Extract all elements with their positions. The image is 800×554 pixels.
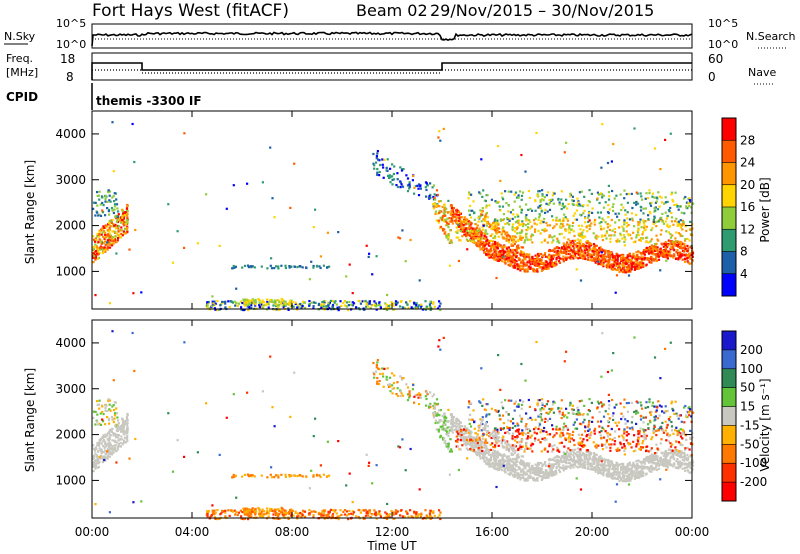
colorbar-tick-label: 50 xyxy=(740,381,755,395)
noise-panel: N.Sky 10^5 10^0 10^5 10^0 N.Search xyxy=(4,17,796,51)
colorbar-tick-label: 20 xyxy=(740,178,755,192)
range-tick-label: 1000 xyxy=(55,473,86,487)
freq-label: Freq. xyxy=(6,52,33,65)
velocity-data-cells xyxy=(92,330,695,521)
colorbar-swatch xyxy=(722,425,736,445)
colorbar-tick-label: 28 xyxy=(740,133,755,147)
colorbar-swatch xyxy=(722,387,736,408)
nave-tick-top: 60 xyxy=(708,52,723,66)
noise-right-tick-top: 10^5 xyxy=(708,17,738,30)
velocity-colorbar-label: Velocity [m s⁻¹] xyxy=(758,378,772,471)
time-tick-label: 00:00 xyxy=(75,525,110,539)
range-tick-label: 3000 xyxy=(55,173,86,187)
colorbar-tick-label: 24 xyxy=(740,156,755,170)
frequency-line xyxy=(91,62,692,80)
freq-unit-label: [MHz] xyxy=(6,66,38,79)
velocity-ylabel: Slant Range [km] xyxy=(23,368,37,472)
colorbar-swatch xyxy=(722,118,736,141)
noise-left-tick-bottom: 10^0 xyxy=(56,38,86,51)
noise-sky-label: N.Sky xyxy=(4,30,36,43)
time-tick-label: 12:00 xyxy=(375,525,410,539)
colorbar-tick-label: -50 xyxy=(740,437,760,451)
time-tick-label: 04:00 xyxy=(175,525,210,539)
colorbar-swatch xyxy=(722,184,736,208)
time-axis: 00:00 04:00 08:00 12:00 16:00 20:00 00:00 xyxy=(75,111,710,539)
nave-line xyxy=(92,69,692,74)
noise-search-label: N.Search xyxy=(746,30,796,43)
colorbar-swatch xyxy=(722,482,736,502)
noise-right-tick-bottom: 10^0 xyxy=(708,38,738,51)
range-tick-label: 4000 xyxy=(55,127,86,141)
colorbar-swatch xyxy=(722,162,736,186)
range-tick-label: 4000 xyxy=(55,336,86,350)
colorbar-tick-label: -15 xyxy=(740,418,760,432)
power-colorbar: 28 24 20 16 12 8 4 xyxy=(721,117,755,297)
colorbar-tick-label: 12 xyxy=(740,222,755,236)
colorbar-swatch xyxy=(722,140,736,163)
freq-tick-top: 18 xyxy=(60,52,75,66)
cpid-program: themis -3300 IF xyxy=(96,94,202,108)
time-tick-label: 08:00 xyxy=(275,525,310,539)
time-tick-label: 20:00 xyxy=(575,525,610,539)
noise-left-tick-top: 10^5 xyxy=(56,17,86,30)
nave-tick-bottom: 0 xyxy=(708,70,716,84)
colorbar-swatch xyxy=(722,251,736,275)
frequency-panel: Freq. [MHz] 18 8 60 0 Nave xyxy=(6,52,776,85)
colorbar-tick-label: -100 xyxy=(740,456,767,470)
colorbar-swatch xyxy=(722,463,736,483)
colorbar-swatch xyxy=(722,406,736,426)
range-tick-label: 2000 xyxy=(55,428,86,442)
freq-tick-bottom: 8 xyxy=(66,70,74,84)
time-tick-label: 16:00 xyxy=(475,525,510,539)
time-tick-label: 00:00 xyxy=(675,525,710,539)
beam-label: Beam 02 xyxy=(356,1,428,20)
colorbar-swatch xyxy=(722,349,736,370)
power-ylabel: Slant Range [km] xyxy=(23,160,37,264)
colorbar-swatch xyxy=(722,444,736,464)
colorbar-swatch xyxy=(722,229,736,252)
colorbar-tick-label: 4 xyxy=(740,267,748,281)
velocity-panel: 4000 3000 2000 1000 Slant Range [km] xyxy=(23,319,695,521)
colorbar-tick-label: 16 xyxy=(740,200,755,214)
range-tick-label: 1000 xyxy=(55,264,86,278)
colorbar-tick-label: 200 xyxy=(740,343,763,357)
colorbar-swatch xyxy=(722,273,736,297)
plot-title: Fort Hays West (fitACF) xyxy=(92,1,289,21)
nave-label: Nave xyxy=(748,66,776,79)
date-range: 29/Nov/2015 – 30/Nov/2015 xyxy=(430,1,654,20)
velocity-colorbar: 200 100 50 15 -15 -50 -100 -200 xyxy=(721,330,767,502)
colorbar-tick-label: 15 xyxy=(740,400,755,414)
time-axis-label: Time UT xyxy=(366,539,417,553)
noise-sky-line xyxy=(91,31,693,47)
colorbar-tick-label: 100 xyxy=(740,362,763,376)
colorbar-tick-label: 8 xyxy=(740,245,748,259)
range-tick-label: 2000 xyxy=(55,219,86,233)
colorbar-swatch xyxy=(722,368,736,389)
power-panel: 4000 3000 2000 1000 Slant Range [km] xyxy=(23,110,695,312)
colorbar-tick-label: -200 xyxy=(740,475,767,489)
colorbar-swatch xyxy=(722,331,736,351)
colorbar-swatch xyxy=(722,207,736,230)
cpid-label: CPID xyxy=(6,90,38,104)
range-tick-label: 3000 xyxy=(55,382,86,396)
power-colorbar-label: Power [dB] xyxy=(758,177,772,242)
